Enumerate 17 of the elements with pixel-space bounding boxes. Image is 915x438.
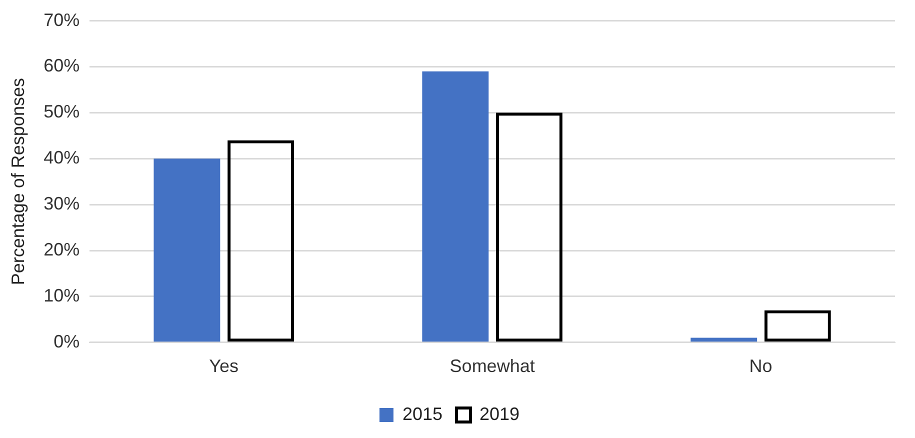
y-axis-title: Percentage of Responses [8, 78, 28, 286]
y-tick-label: 40% [44, 148, 80, 168]
y-tick-label: 20% [44, 239, 80, 260]
x-tick-label: Yes [209, 356, 239, 376]
legend-label: 2015 [402, 404, 443, 424]
y-tick-label: 50% [44, 102, 80, 122]
x-tick-label: No [749, 356, 772, 376]
y-tick-label: 70% [44, 10, 80, 30]
y-tick-label: 60% [44, 56, 80, 76]
legend-label: 2019 [480, 404, 520, 424]
x-tick-label: Somewhat [450, 356, 535, 376]
y-tick-label: 10% [44, 285, 80, 306]
bar [422, 71, 489, 342]
bar [690, 338, 758, 342]
y-tick-label: 30% [44, 194, 80, 214]
bar [154, 158, 220, 342]
y-tick-label: 0% [54, 331, 80, 352]
